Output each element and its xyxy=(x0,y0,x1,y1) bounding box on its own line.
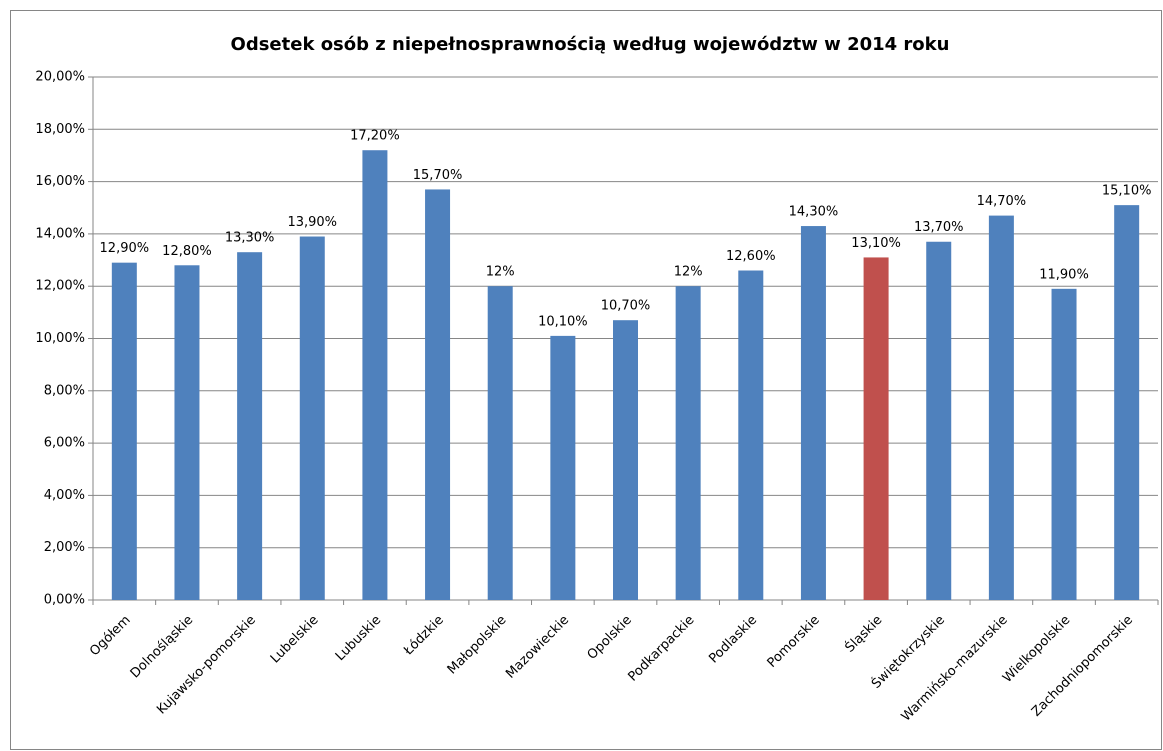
data-label: 17,20% xyxy=(350,129,400,144)
data-label: 12% xyxy=(486,265,515,280)
y-tick-label: 2,00% xyxy=(44,540,85,555)
y-tick-label: 10,00% xyxy=(35,331,85,346)
bar xyxy=(926,241,952,600)
y-tick-label: 4,00% xyxy=(44,488,85,503)
bar xyxy=(425,189,451,600)
bar xyxy=(613,320,638,600)
data-label: 12,80% xyxy=(162,244,212,259)
bar xyxy=(550,335,576,600)
data-label: 13,70% xyxy=(914,220,964,235)
bar xyxy=(362,150,388,600)
data-label: 12% xyxy=(674,265,703,280)
bar xyxy=(237,252,263,600)
bar xyxy=(988,215,1014,600)
data-label: 13,90% xyxy=(287,215,337,230)
bar xyxy=(800,226,826,600)
chart-title: Odsetek osób z niepełnosprawnością wedłu… xyxy=(231,34,950,55)
y-tick-label: 16,00% xyxy=(35,174,85,189)
data-label: 15,70% xyxy=(413,168,463,183)
bar xyxy=(111,262,137,600)
y-tick-label: 18,00% xyxy=(35,122,85,137)
bar xyxy=(487,286,513,600)
data-label: 12,90% xyxy=(100,241,150,256)
bar xyxy=(675,286,701,600)
data-label: 13,10% xyxy=(851,236,901,251)
y-tick-label: 20,00% xyxy=(35,70,85,85)
y-tick-label: 8,00% xyxy=(44,383,85,398)
bar xyxy=(1114,205,1140,600)
data-label: 13,30% xyxy=(225,231,275,246)
data-label: 14,30% xyxy=(789,205,839,220)
bar xyxy=(1051,288,1077,600)
bar xyxy=(174,265,200,600)
bar xyxy=(738,270,764,600)
y-tick-label: 12,00% xyxy=(35,279,85,294)
data-label: 10,70% xyxy=(601,299,651,314)
chart-border xyxy=(10,10,1162,750)
data-label: 14,70% xyxy=(977,194,1027,209)
y-tick-label: 14,00% xyxy=(35,226,85,241)
y-tick-label: 6,00% xyxy=(44,436,85,451)
data-label: 15,10% xyxy=(1102,184,1152,199)
y-tick-label: 0,00% xyxy=(44,593,85,608)
bar xyxy=(299,236,325,600)
data-label: 11,90% xyxy=(1039,267,1089,282)
data-label: 12,60% xyxy=(726,249,776,264)
bar xyxy=(863,257,889,600)
data-label: 10,10% xyxy=(538,314,588,329)
